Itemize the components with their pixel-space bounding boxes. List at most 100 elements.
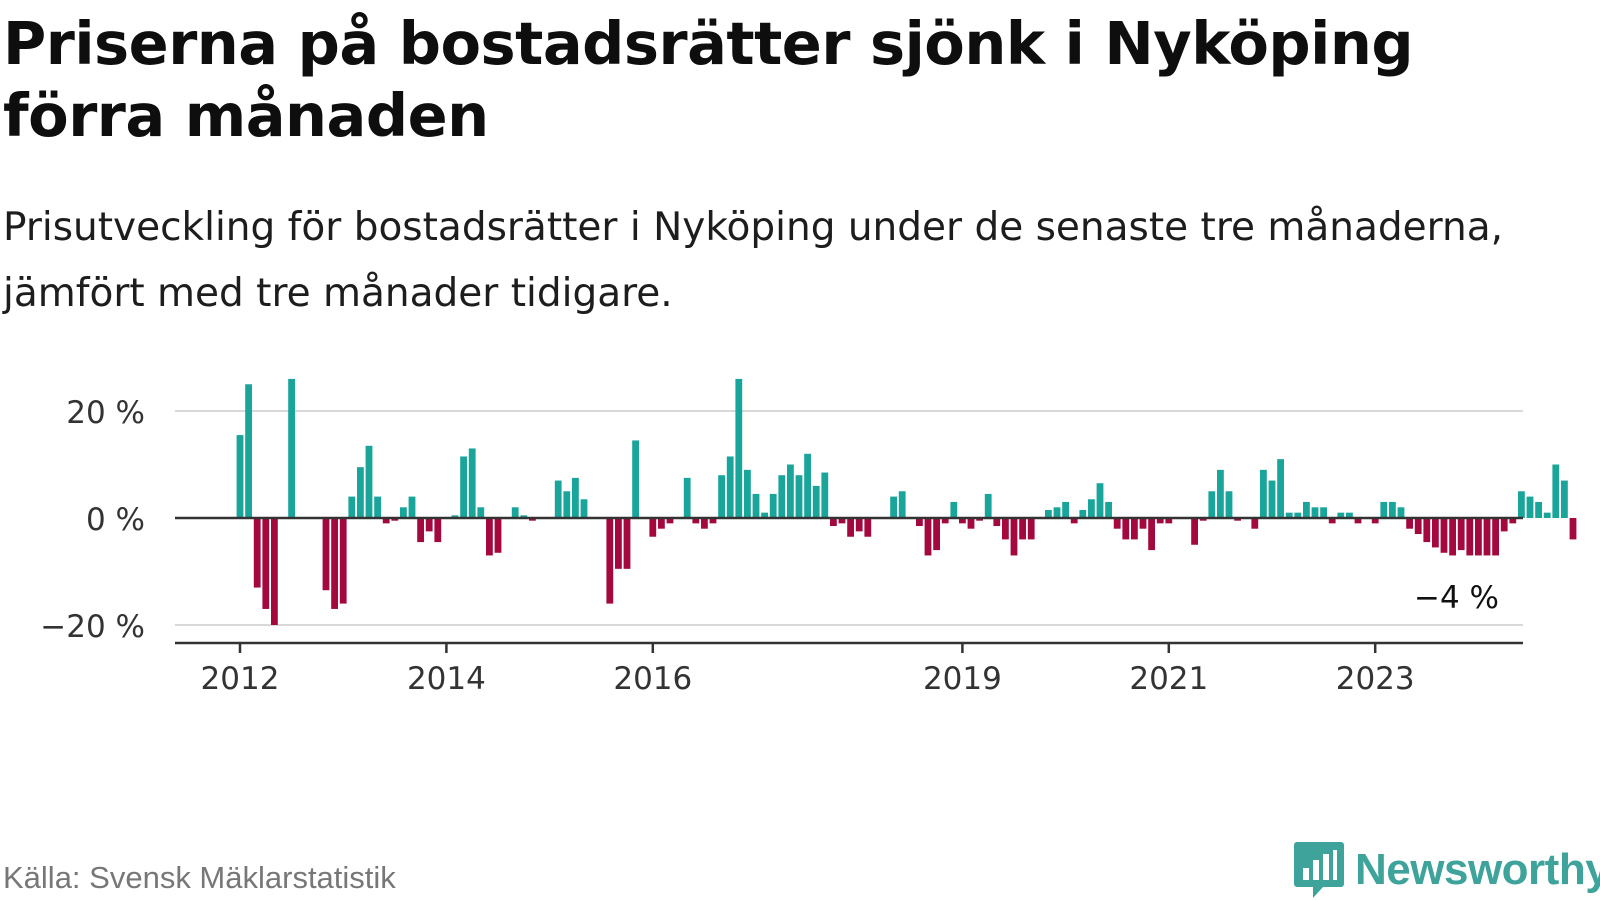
bar: [804, 453, 811, 518]
bar: [726, 456, 734, 518]
bar: [563, 491, 571, 518]
bar: [890, 496, 897, 518]
bar: [993, 518, 1001, 527]
bar: [1122, 518, 1130, 540]
bar: [1311, 507, 1319, 518]
bar: [924, 518, 932, 556]
bar: [434, 518, 442, 543]
bar: [1483, 518, 1491, 556]
bar: [1543, 512, 1551, 518]
bar: [1423, 518, 1431, 543]
bar: [1045, 509, 1052, 518]
bar: [1294, 512, 1302, 518]
bar: [701, 518, 708, 529]
bar: [787, 464, 794, 518]
bar: [477, 507, 485, 518]
bar: [1380, 501, 1388, 518]
bar: [1569, 518, 1577, 540]
bar: [271, 518, 278, 625]
bar: [1165, 518, 1173, 524]
bar: [1320, 507, 1327, 518]
last-value-label: −4 %: [1414, 580, 1499, 616]
bar: [1251, 518, 1259, 529]
x-tick-label: 2019: [923, 661, 1002, 697]
bar: [554, 480, 562, 518]
bar: [1079, 509, 1087, 518]
bar: [649, 518, 657, 537]
newsworthy-logo-icon: [1294, 842, 1344, 898]
bar: [417, 518, 424, 543]
bar: [460, 456, 467, 518]
bar: [658, 518, 665, 529]
bar: [391, 518, 399, 521]
bar: [916, 518, 923, 527]
bar: [374, 496, 381, 518]
bar: [1019, 518, 1026, 540]
bar: [718, 475, 725, 518]
bar: [1371, 518, 1379, 524]
axis-labels: 20 % 0 % −20 % 2012 2014 2016 2019 2021 2023 −4 %: [40, 395, 1499, 697]
bar: [1260, 469, 1267, 518]
bar: [1475, 518, 1482, 556]
bar: [382, 518, 390, 524]
bar: [486, 518, 493, 556]
bar: [1191, 518, 1198, 545]
bar: [1500, 518, 1508, 532]
bar: [1285, 512, 1293, 518]
axes: [175, 516, 1523, 653]
bar: [520, 515, 528, 518]
bar: [1432, 518, 1439, 548]
bar: [683, 477, 691, 518]
bar: [984, 493, 992, 518]
chart-subtitle: Prisutveckling för bostadsrätter i Nyköp…: [3, 205, 1504, 316]
bar: [468, 448, 476, 518]
grid-lines: [175, 410, 1523, 626]
bar: [400, 507, 407, 518]
bar: [253, 518, 261, 588]
x-tick-label: 2016: [613, 661, 692, 697]
bar: [847, 518, 854, 537]
bar: [864, 518, 872, 537]
bar: [959, 518, 966, 524]
bar: [812, 485, 820, 518]
bar: [941, 518, 949, 524]
bar: [529, 518, 536, 521]
bar: [262, 518, 270, 609]
bar: [933, 518, 940, 551]
bars: [236, 378, 1577, 625]
x-tick-label: 2012: [201, 661, 280, 697]
bar: [632, 440, 639, 518]
bar: [1096, 483, 1104, 518]
bar: [606, 518, 614, 604]
bar: [331, 518, 338, 609]
bar: [1389, 501, 1396, 518]
bar: [1199, 518, 1207, 521]
bar: [1414, 518, 1422, 535]
bar: [1346, 512, 1353, 518]
bar: [339, 518, 347, 604]
bar: [1139, 518, 1147, 529]
bar: [1277, 459, 1284, 518]
bar: [1535, 501, 1542, 518]
bar: [1552, 464, 1560, 518]
bar: [1234, 518, 1241, 521]
bar: [1406, 518, 1413, 529]
bar: [245, 384, 252, 518]
x-tick-label: 2014: [407, 661, 486, 697]
bar: [744, 469, 751, 518]
bar: [1518, 491, 1525, 518]
y-tick-label: 0 %: [86, 502, 145, 538]
bar: [1002, 518, 1009, 540]
bar: [1131, 518, 1138, 540]
bar: [735, 378, 743, 518]
bar: [1105, 501, 1112, 518]
y-tick-label: −20 %: [40, 609, 145, 645]
brand-logo[interactable]: Newsworthy: [1293, 840, 1600, 900]
source-note: Källa: Svensk Mäklarstatistik: [3, 860, 396, 895]
bar: [236, 435, 244, 518]
bar: [1440, 518, 1448, 553]
bar: [1010, 518, 1018, 556]
bar: [666, 518, 674, 524]
bar: [1113, 518, 1121, 529]
bar: [976, 518, 983, 521]
